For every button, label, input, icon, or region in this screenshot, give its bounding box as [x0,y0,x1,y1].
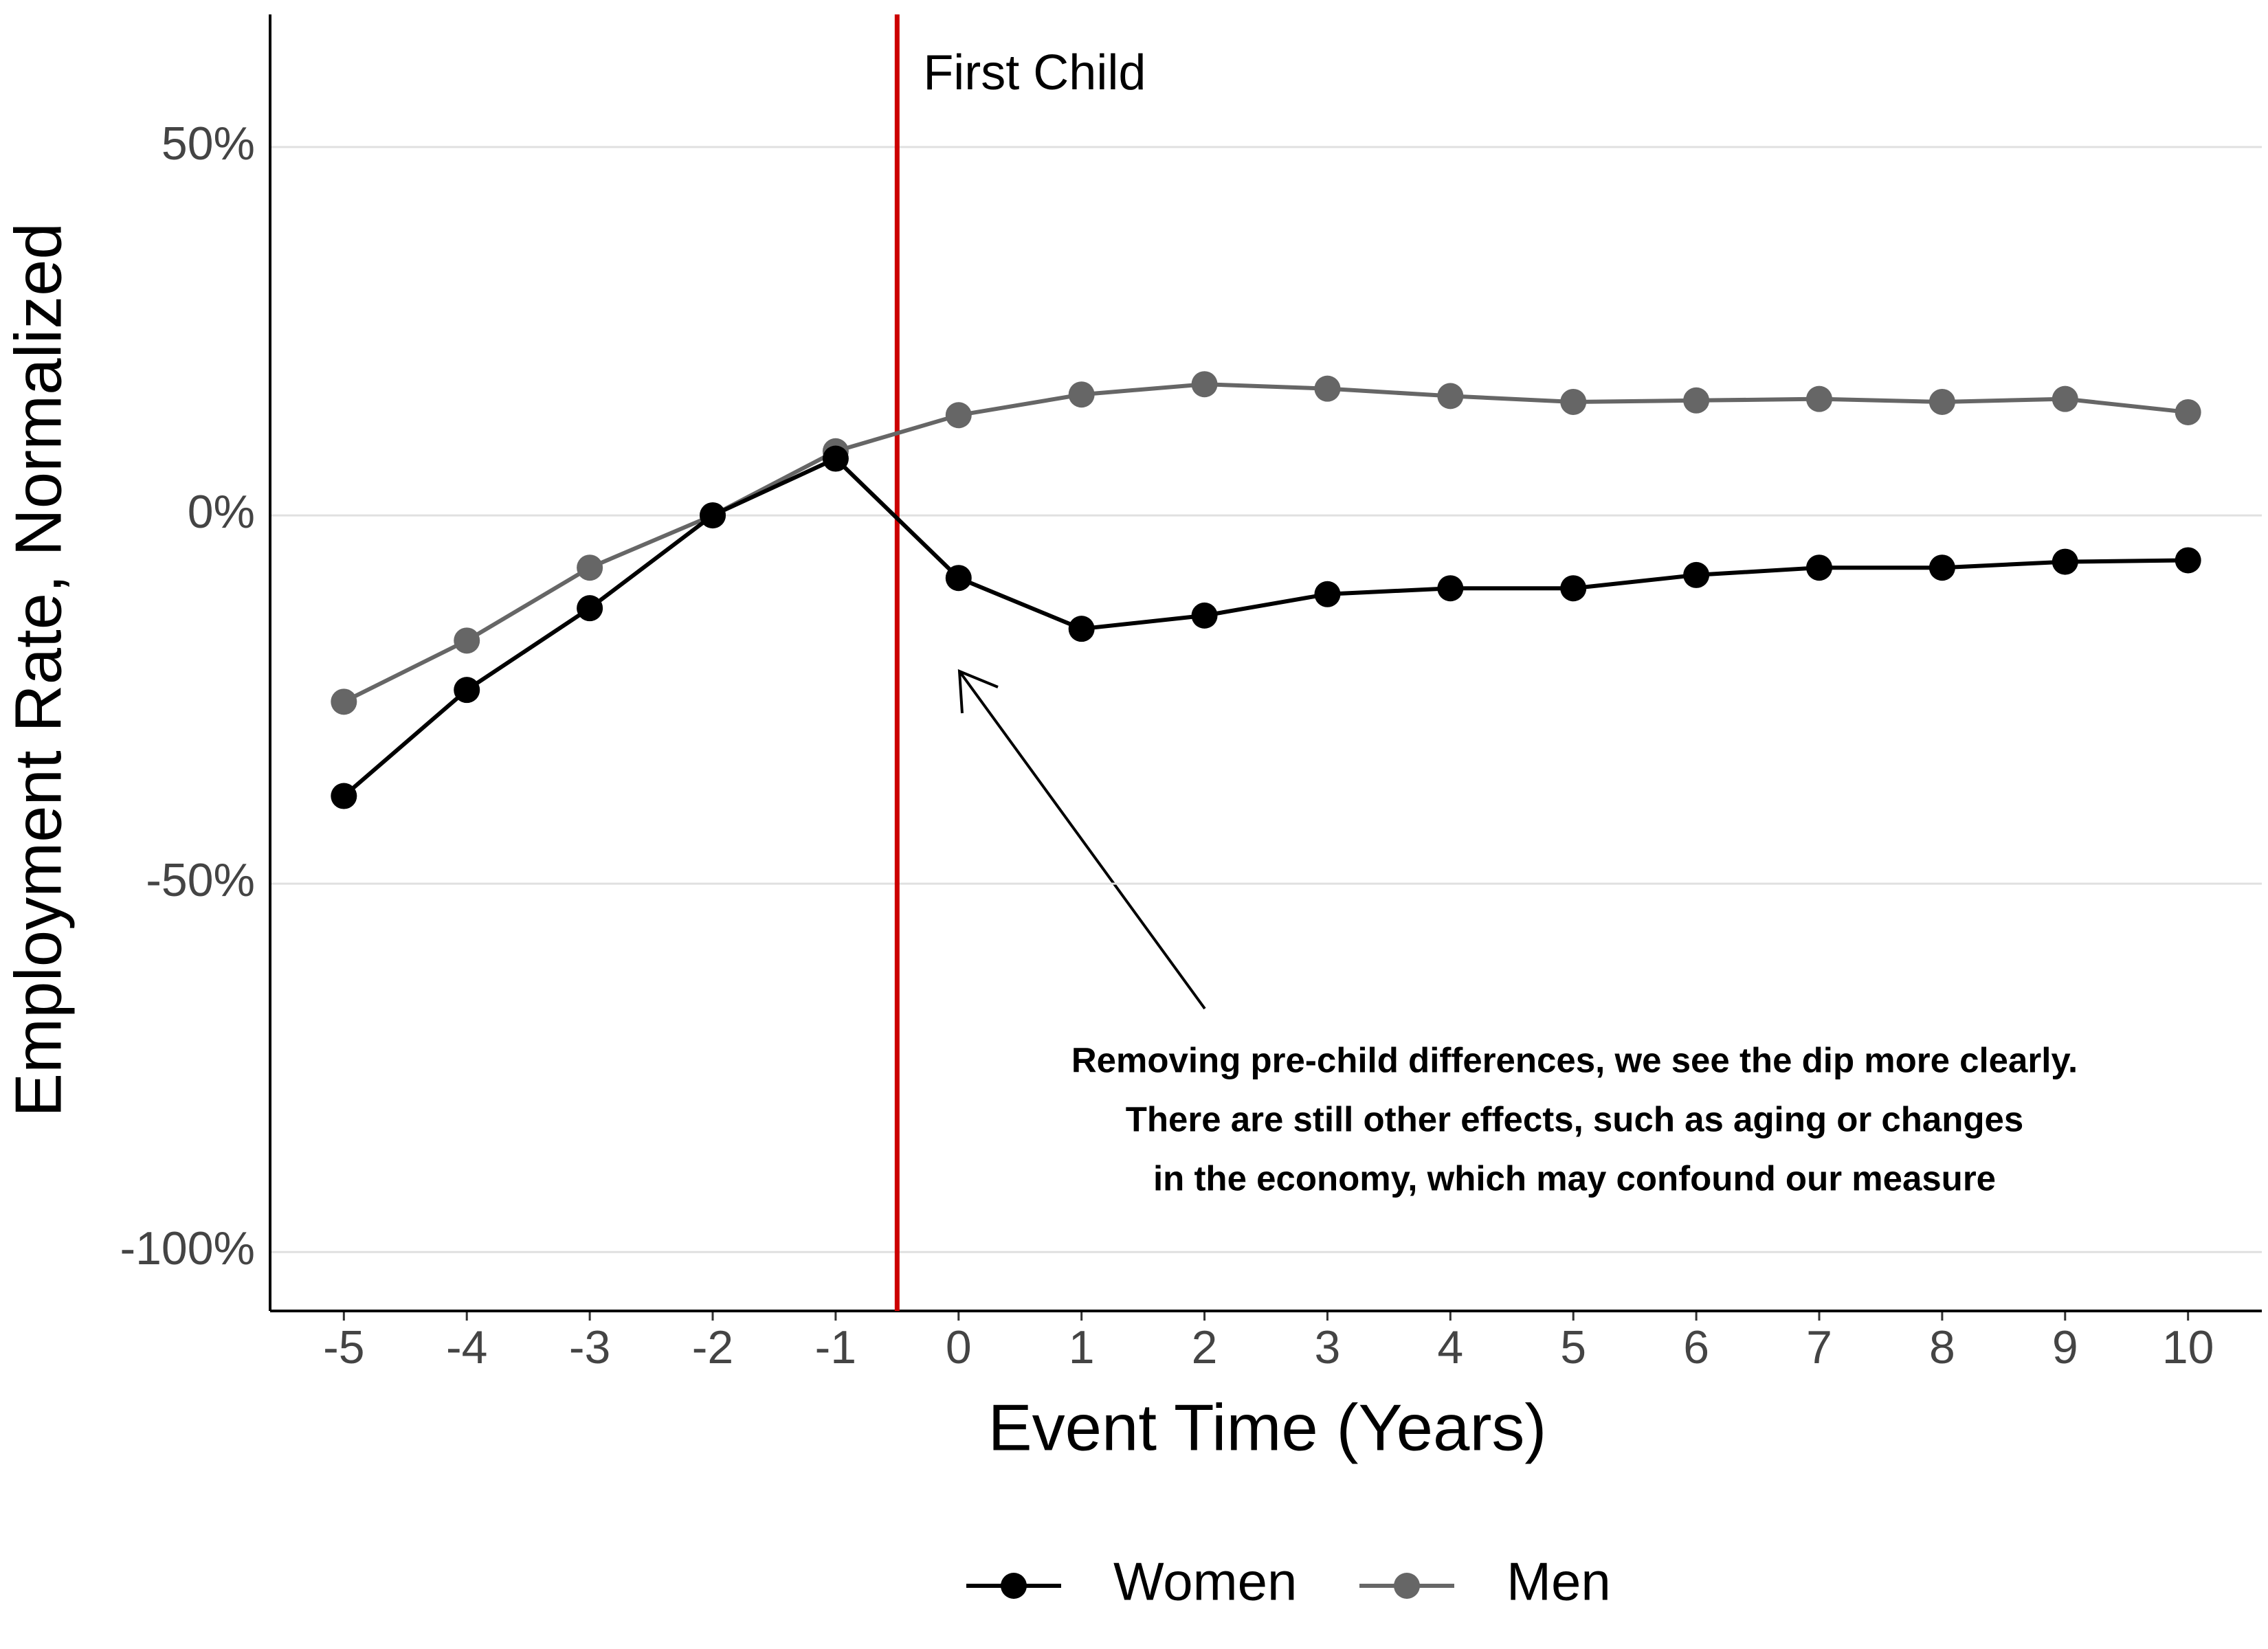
data-point [1191,602,1218,629]
data-point [1560,388,1587,415]
data-point [454,677,480,704]
x-tick-label: 10 [2162,1321,2214,1373]
legend-label: Men [1507,1551,1611,1612]
y-tick-label: 0% [188,486,255,538]
y-tick-label: -50% [146,854,255,906]
data-point [1560,575,1587,602]
data-point [2052,548,2078,575]
data-point [1314,375,1341,402]
data-point [700,502,726,529]
reference-label: First Child [923,45,1146,100]
data-point [1314,581,1341,607]
data-point [577,595,603,622]
x-tick-label: 2 [1192,1321,1218,1373]
data-point [1683,561,1710,588]
series-line [342,456,2188,798]
annotation: in the economy, which may confound our m… [1153,1158,1996,1198]
x-tick-label: 3 [1315,1321,1341,1373]
x-tick-label: 4 [1437,1321,1463,1373]
data-point [822,445,849,472]
data-point [454,627,480,654]
y-axis-title: Employment Rate, Normalized [1,223,75,1117]
legend-label: Women [1113,1551,1297,1612]
data-point [577,554,603,581]
data-point [2052,385,2078,412]
data-point [331,688,357,715]
data-point [1806,554,1832,581]
legend-marker [1001,1573,1027,1599]
x-tick-label: -5 [323,1321,364,1373]
annotation: Removing pre-child differences, we see t… [1071,1040,2078,1079]
data-point [1068,616,1095,642]
data-point [1683,387,1710,414]
annotation: There are still other effects, such as a… [1126,1099,2024,1138]
x-tick-label: 9 [2052,1321,2078,1373]
data-point [2175,399,2201,425]
data-point [1806,385,1832,412]
data-point [1928,554,1955,581]
series-line [342,382,2188,704]
x-axis-title: Event Time (Years) [988,1391,1547,1464]
x-tick-label: 7 [1806,1321,1832,1373]
data-point [1437,383,1464,410]
data-point [331,783,357,809]
data-point [1928,388,1955,415]
data-point [1068,381,1095,408]
annotation-arrow [957,669,1206,1010]
data-point [1437,575,1464,602]
y-tick-label: 50% [162,117,255,170]
x-tick-label: -3 [569,1321,610,1373]
x-tick-label: -4 [446,1321,487,1373]
x-tick-label: -2 [692,1321,733,1373]
x-tick-label: -1 [815,1321,856,1373]
legend-marker [1394,1573,1420,1599]
x-tick-label: 5 [1560,1321,1586,1373]
x-tick-label: 6 [1683,1321,1709,1373]
data-point [1191,371,1218,398]
x-tick-label: 8 [1929,1321,1955,1373]
y-tick-label: -100% [120,1222,255,1275]
data-point [945,565,972,592]
x-tick-label: 1 [1069,1321,1095,1373]
data-point [945,402,972,429]
data-point [2175,547,2201,574]
x-tick-label: 0 [946,1321,972,1373]
